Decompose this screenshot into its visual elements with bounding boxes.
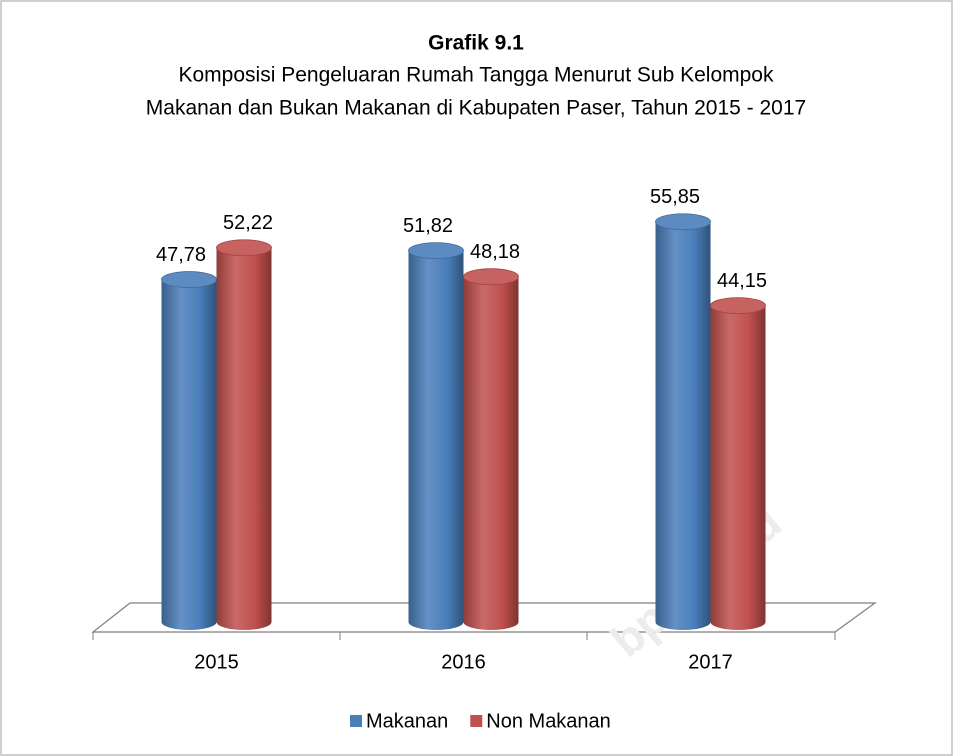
cylinder-top: [216, 239, 272, 257]
cylinder-bar: [408, 250, 464, 630]
chart-title: Grafik 9.1: [428, 32, 524, 55]
legend-label: Makanan: [366, 710, 448, 732]
cylinder-bar: [216, 247, 272, 631]
legend-swatch: [470, 715, 483, 727]
x-tick-label: 2016: [441, 651, 486, 673]
cylinder-top: [463, 268, 519, 286]
data-label: 47,78: [156, 244, 206, 266]
cylinder-top: [655, 213, 711, 231]
data-label: 48,18: [470, 241, 520, 263]
cylinder-top: [161, 271, 217, 288]
legend-label: Non Makanan: [486, 710, 611, 732]
x-tick-label: 2015: [194, 651, 239, 673]
cylinder-bar: [655, 221, 711, 630]
cylinder-top: [710, 297, 766, 314]
cylinder-bar: [161, 279, 217, 630]
data-label: 55,85: [650, 186, 700, 208]
cylinder-bar: [463, 276, 519, 630]
data-label: 44,15: [717, 270, 767, 292]
chart-subtitle: Komposisi Pengeluaran Rumah Tangga Menur…: [179, 64, 774, 87]
cylinder-top: [408, 242, 464, 260]
legend-swatch: [350, 715, 362, 727]
data-label: 52,22: [223, 212, 273, 234]
cylinder-bar: [710, 305, 766, 630]
chart-subtitle: Makanan dan Bukan Makanan di Kabupaten P…: [146, 97, 806, 120]
x-tick-label: 2017: [688, 651, 733, 673]
data-label: 51,82: [403, 215, 453, 237]
